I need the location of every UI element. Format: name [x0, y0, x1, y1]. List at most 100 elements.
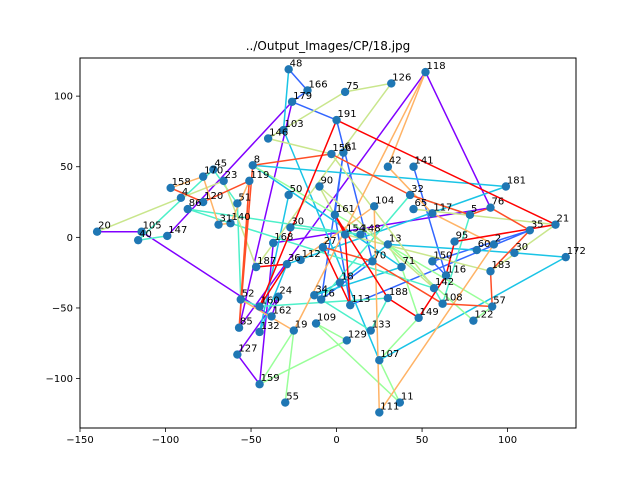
y-tick-label: 100 — [54, 92, 73, 103]
data-point — [311, 319, 321, 328]
data-point — [255, 380, 264, 389]
point-label: 146 — [269, 127, 288, 138]
data-point — [421, 67, 430, 77]
data-point — [366, 326, 375, 335]
point-label: 32 — [411, 184, 424, 195]
data-point — [251, 262, 261, 272]
point-label: 170 — [204, 166, 223, 177]
x-tick-label: 50 — [416, 435, 429, 446]
data-point — [234, 323, 244, 332]
point-label: 65 — [415, 198, 428, 209]
point-label: 140 — [232, 212, 251, 223]
x-tick-label: −150 — [66, 435, 93, 446]
data-point — [441, 271, 451, 280]
data-point — [296, 255, 305, 265]
data-point — [438, 299, 447, 308]
x-axis: −150 −100 −50 0 50 100 — [66, 428, 517, 446]
data-point — [284, 190, 293, 200]
point-label: 191 — [338, 109, 357, 120]
point-label: 76 — [491, 197, 504, 208]
data-point — [316, 295, 326, 304]
y-axis: −100 −50 0 50 100 — [46, 92, 80, 385]
point-label: 188 — [389, 287, 408, 298]
data-point — [342, 336, 352, 345]
point-label: 120 — [204, 191, 223, 202]
point-label: 187 — [257, 256, 276, 267]
x-tick-label: −50 — [240, 435, 261, 446]
data-point — [330, 210, 340, 219]
data-point — [472, 245, 481, 255]
data-point — [255, 302, 264, 311]
point-label: 141 — [415, 156, 434, 167]
point-label: 8 — [254, 154, 260, 165]
point-label: 61 — [344, 142, 357, 153]
point-label: 75 — [346, 81, 359, 92]
point-label: 183 — [491, 260, 510, 271]
data-point — [469, 316, 478, 325]
point-label: 45 — [214, 159, 227, 170]
data-point — [176, 193, 186, 203]
data-point — [209, 165, 218, 174]
point-label: 181 — [507, 176, 526, 187]
data-point — [137, 227, 146, 236]
data-point — [383, 293, 393, 303]
point-label: 30 — [515, 242, 528, 253]
point-label: 116 — [447, 264, 466, 275]
data-point — [501, 182, 511, 191]
data-point — [405, 190, 415, 200]
data-point — [414, 313, 423, 323]
data-point — [368, 257, 377, 266]
data-point — [486, 203, 495, 212]
data-point — [282, 259, 292, 269]
point-label: 48 — [290, 58, 303, 69]
point-label: 132 — [261, 321, 280, 332]
y-tick-label: 0 — [67, 233, 73, 244]
point-label: 70 — [373, 250, 386, 261]
data-point — [383, 162, 393, 171]
data-point — [286, 223, 295, 232]
point-label: 95 — [456, 231, 469, 242]
point-label: 60 — [478, 239, 491, 250]
data-point — [525, 226, 535, 235]
data-point — [133, 235, 143, 245]
point-label: 19 — [295, 320, 308, 331]
data-point — [255, 327, 264, 337]
data-point — [163, 231, 172, 241]
data-point — [356, 230, 365, 239]
data-point — [274, 292, 283, 301]
data-point — [287, 97, 297, 106]
data-point — [335, 278, 345, 287]
point-label: 109 — [317, 312, 336, 323]
point-label: 133 — [372, 320, 391, 331]
data-point — [236, 295, 245, 304]
point-label: 31 — [220, 214, 233, 225]
point-label: 27 — [324, 236, 337, 247]
point-label: 40 — [139, 229, 152, 240]
point-label: 23 — [225, 170, 238, 181]
point-label: 35 — [531, 219, 544, 230]
point-label: 104 — [375, 195, 394, 206]
point-label: 57 — [493, 296, 506, 307]
data-point — [303, 86, 312, 95]
data-point — [397, 262, 406, 272]
data-point — [428, 209, 437, 218]
data-point — [318, 243, 328, 252]
data-point — [263, 134, 273, 143]
point-label: 129 — [348, 329, 367, 340]
point-label: 142 — [435, 277, 454, 288]
point-label: 118 — [426, 61, 445, 72]
x-tick-label: 100 — [498, 435, 517, 446]
x-tick-label: −100 — [152, 435, 179, 446]
point-label: 24 — [279, 286, 292, 297]
data-point — [395, 398, 405, 407]
point-label: 5 — [471, 204, 477, 215]
point-label: 112 — [302, 249, 321, 260]
data-point — [214, 220, 223, 229]
data-point — [198, 172, 208, 181]
data-point — [267, 312, 276, 321]
point-label: 2 — [495, 233, 501, 244]
data-point — [269, 238, 278, 248]
point-label: 21 — [556, 214, 569, 225]
chart-title: ../Output_Images/CP/18.jpg — [246, 39, 411, 53]
point-label: 18 — [341, 272, 354, 283]
